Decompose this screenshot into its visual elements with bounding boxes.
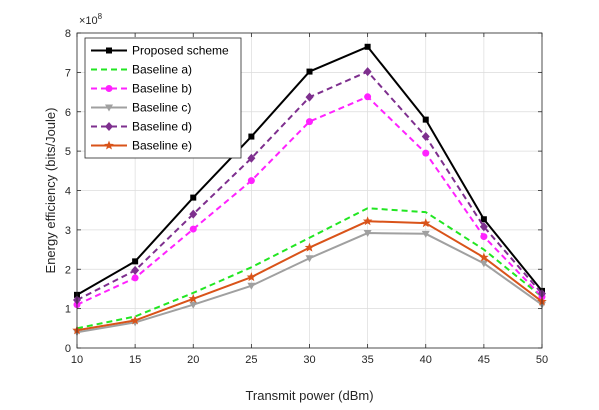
data-point [479, 260, 488, 268]
y-exponent-label: ×108 [79, 12, 103, 27]
x-tick-label: 45 [478, 354, 490, 366]
y-tick-label: 4 [65, 186, 71, 198]
legend-marker [105, 85, 113, 92]
y-tick-label: 8 [65, 28, 71, 40]
series-line [76, 207, 543, 330]
data-point [188, 293, 199, 303]
y-exponent-base: ×10 [79, 15, 98, 27]
legend-item: Baseline b) [91, 82, 192, 96]
legend-item: Baseline e) [91, 139, 192, 153]
x-tick-label: 15 [129, 354, 141, 366]
data-point [306, 118, 313, 126]
series-4 [73, 67, 546, 305]
legend: Proposed scheme Baseline a) Baseline b) Bas… [84, 37, 242, 159]
x-tick-label: 10 [71, 354, 83, 366]
legend-label: Baseline b) [132, 82, 192, 96]
legend-label: Baseline d) [132, 120, 192, 134]
data-point [247, 177, 255, 185]
series-line [76, 95, 543, 306]
x-tick-label: 35 [362, 354, 374, 366]
y-tick-label: 5 [65, 146, 71, 158]
data-point [189, 209, 198, 219]
series-layer [72, 43, 547, 337]
series-1 [76, 207, 543, 330]
legend-marker [104, 140, 114, 150]
data-point [189, 301, 198, 309]
data-point [480, 233, 488, 241]
legend-item: Baseline a) [91, 63, 192, 77]
data-point [306, 68, 313, 75]
x-tick-label: 40 [420, 354, 432, 366]
data-point [132, 258, 139, 265]
data-point [362, 216, 373, 226]
y-tick-label: 7 [65, 67, 71, 79]
legend-item: Proposed scheme [91, 44, 229, 58]
data-point [422, 149, 430, 157]
grid [76, 32, 543, 349]
data-point [189, 225, 197, 233]
data-point [130, 315, 140, 325]
data-point [305, 255, 314, 263]
x-tick-label: 30 [303, 354, 315, 366]
x-tick-label: 25 [245, 354, 257, 366]
data-point [422, 116, 429, 123]
data-point [190, 194, 197, 201]
data-point [364, 93, 372, 101]
data-point [420, 218, 431, 228]
data-point [248, 133, 255, 140]
data-point [304, 242, 315, 252]
x-axis-label: Transmit power (dBm) [245, 388, 373, 403]
legend-marker [105, 122, 113, 131]
data-point [247, 153, 256, 163]
y-tick-label: 1 [65, 304, 71, 316]
legend-label: Baseline e) [132, 139, 192, 153]
y-tick-label: 6 [65, 107, 71, 119]
data-point [305, 92, 314, 102]
data-point [131, 274, 139, 282]
legend-marker [105, 104, 113, 112]
legend-item: Baseline d) [91, 120, 192, 134]
legend-label: Baseline a) [132, 63, 192, 77]
legend-marker [106, 47, 112, 54]
y-tick-label: 3 [65, 225, 71, 237]
data-point [247, 282, 256, 290]
data-point [363, 67, 372, 77]
data-point [421, 132, 430, 142]
data-point [421, 230, 430, 238]
data-point [480, 216, 487, 223]
legend-item: Baseline c) [91, 101, 191, 115]
data-point [479, 222, 488, 232]
data-point [246, 272, 257, 282]
x-tick-label: 50 [536, 354, 548, 366]
data-point [363, 230, 372, 238]
y-tick-label: 0 [65, 343, 71, 355]
y-axis-label: Energy efficiency (bits/Joule) [43, 108, 58, 274]
x-tick-label: 20 [187, 354, 199, 366]
y-exponent-power: 8 [98, 12, 103, 21]
data-point [479, 252, 489, 262]
legend-label: Proposed scheme [132, 44, 229, 58]
legend-box [84, 37, 242, 159]
y-tick-label: 2 [65, 264, 71, 276]
data-point [364, 43, 371, 50]
data-point [131, 265, 140, 275]
legend-label: Baseline c) [132, 101, 191, 115]
